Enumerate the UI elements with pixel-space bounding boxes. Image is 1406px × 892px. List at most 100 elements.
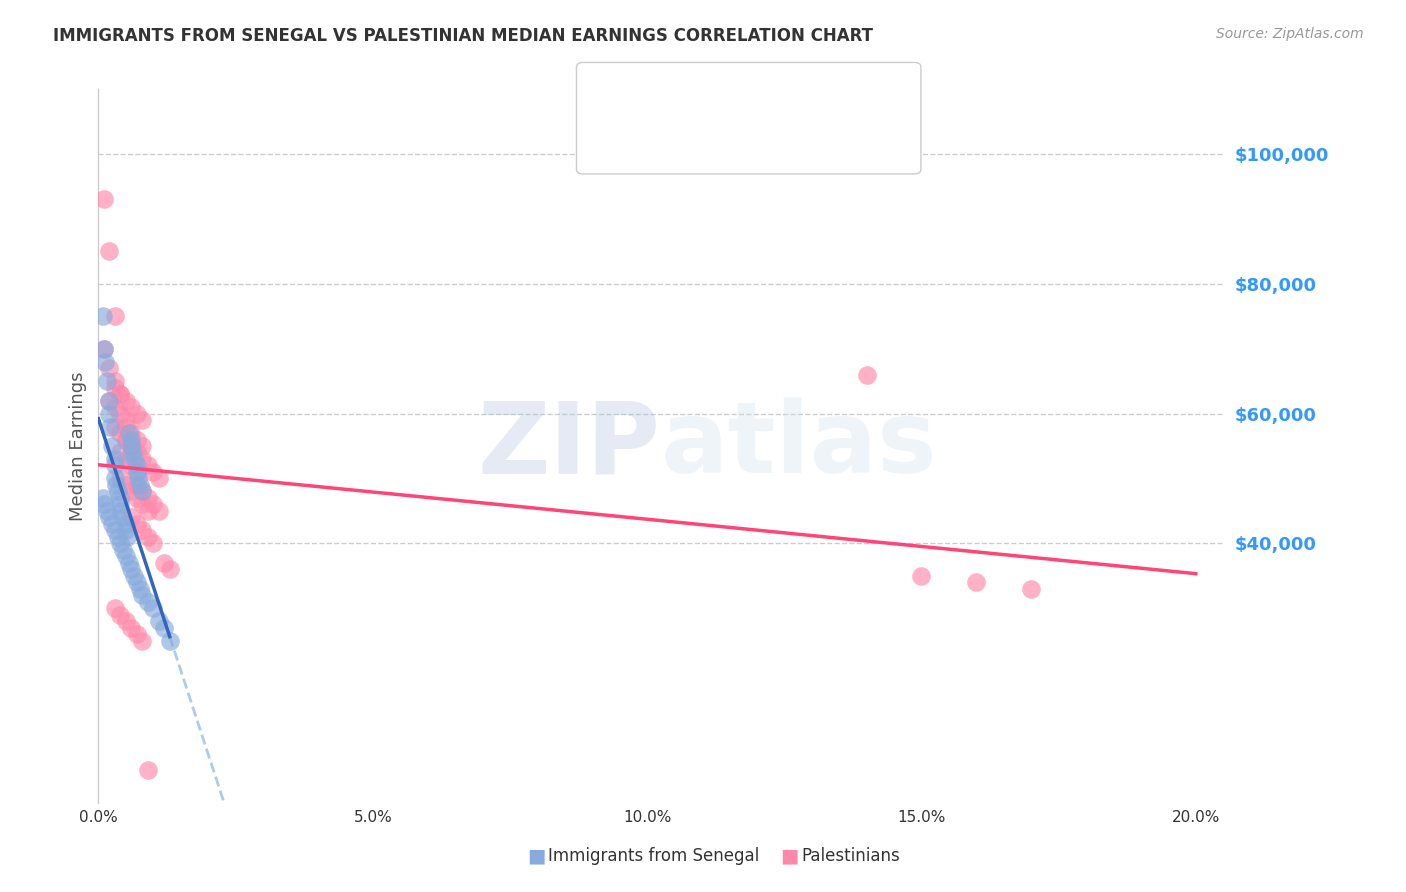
Point: [125, 575, 148, 590]
Text: ZIP: ZIP: [478, 398, 661, 494]
Point: [125, 478, 148, 492]
Point: [93, 193, 115, 207]
Text: Palestinians: Palestinians: [801, 847, 900, 865]
Point: [122, 568, 145, 582]
Point: [136, 595, 159, 609]
Point: [91, 310, 114, 324]
Point: [855, 368, 877, 382]
Point: [110, 497, 132, 511]
Point: [112, 510, 135, 524]
Point: [101, 516, 124, 531]
Point: [115, 433, 138, 447]
Point: [110, 491, 132, 505]
Point: [159, 633, 181, 648]
Point: [125, 458, 148, 473]
Point: [125, 465, 148, 479]
Point: [115, 433, 138, 447]
Point: [125, 627, 148, 641]
Text: R =: R =: [614, 129, 651, 147]
Point: [120, 510, 142, 524]
Point: [127, 471, 149, 485]
Text: -0.239: -0.239: [654, 85, 713, 103]
Point: [93, 342, 115, 356]
Point: [100, 419, 122, 434]
Point: [115, 530, 138, 544]
Point: [115, 478, 138, 492]
Point: [128, 478, 150, 492]
Point: [159, 562, 181, 576]
Text: atlas: atlas: [661, 398, 938, 494]
Text: ■: ■: [527, 847, 546, 866]
Point: [120, 484, 142, 499]
Point: [110, 536, 132, 550]
Point: [104, 601, 127, 615]
Point: [136, 764, 159, 778]
Point: [104, 400, 127, 414]
Text: IMMIGRANTS FROM SENEGAL VS PALESTINIAN MEDIAN EARNINGS CORRELATION CHART: IMMIGRANTS FROM SENEGAL VS PALESTINIAN M…: [53, 27, 873, 45]
Text: -0.128: -0.128: [654, 129, 713, 147]
Point: [120, 621, 142, 635]
Point: [120, 562, 142, 576]
Point: [142, 601, 165, 615]
Point: [115, 393, 138, 408]
Point: [136, 530, 159, 544]
Point: [125, 465, 148, 479]
Point: [125, 407, 148, 421]
Point: [965, 575, 987, 590]
Point: [142, 465, 165, 479]
Point: [131, 497, 153, 511]
Point: [120, 458, 142, 473]
Text: ■: ■: [780, 847, 799, 866]
Text: N =: N =: [724, 85, 761, 103]
Text: R =: R =: [614, 85, 651, 103]
Text: ■: ■: [595, 128, 613, 148]
Point: [153, 621, 176, 635]
Point: [125, 491, 148, 505]
Point: [148, 504, 170, 518]
Point: [117, 556, 139, 570]
Text: 51: 51: [763, 85, 786, 103]
Point: [98, 393, 121, 408]
Point: [104, 524, 127, 538]
Point: [94, 354, 117, 368]
Text: Immigrants from Senegal: Immigrants from Senegal: [548, 847, 759, 865]
Point: [120, 439, 142, 453]
Point: [110, 504, 132, 518]
Point: [131, 439, 153, 453]
Point: [120, 433, 142, 447]
Point: [136, 491, 159, 505]
Point: [125, 433, 148, 447]
Point: [110, 407, 132, 421]
Point: [120, 425, 142, 440]
Point: [110, 471, 132, 485]
Point: [115, 419, 138, 434]
Point: [142, 497, 165, 511]
Point: [115, 516, 138, 531]
Point: [128, 582, 150, 596]
Point: [110, 607, 132, 622]
Point: [110, 387, 132, 401]
Point: [1019, 582, 1042, 596]
Point: [104, 381, 127, 395]
Point: [148, 614, 170, 628]
Point: [107, 484, 129, 499]
Point: [131, 484, 153, 499]
Point: [131, 633, 153, 648]
Point: [98, 361, 121, 376]
Point: [120, 439, 142, 453]
Point: [98, 393, 121, 408]
Point: [96, 374, 118, 388]
Point: [110, 425, 132, 440]
Point: [112, 542, 135, 557]
Text: 65: 65: [763, 129, 786, 147]
Text: Source: ZipAtlas.com: Source: ZipAtlas.com: [1216, 27, 1364, 41]
Point: [125, 445, 148, 459]
Point: [104, 452, 127, 467]
Point: [122, 452, 145, 467]
Point: [131, 452, 153, 467]
Point: [121, 445, 143, 459]
Point: [153, 556, 176, 570]
Point: [117, 425, 139, 440]
Point: [98, 407, 121, 421]
Point: [93, 497, 115, 511]
